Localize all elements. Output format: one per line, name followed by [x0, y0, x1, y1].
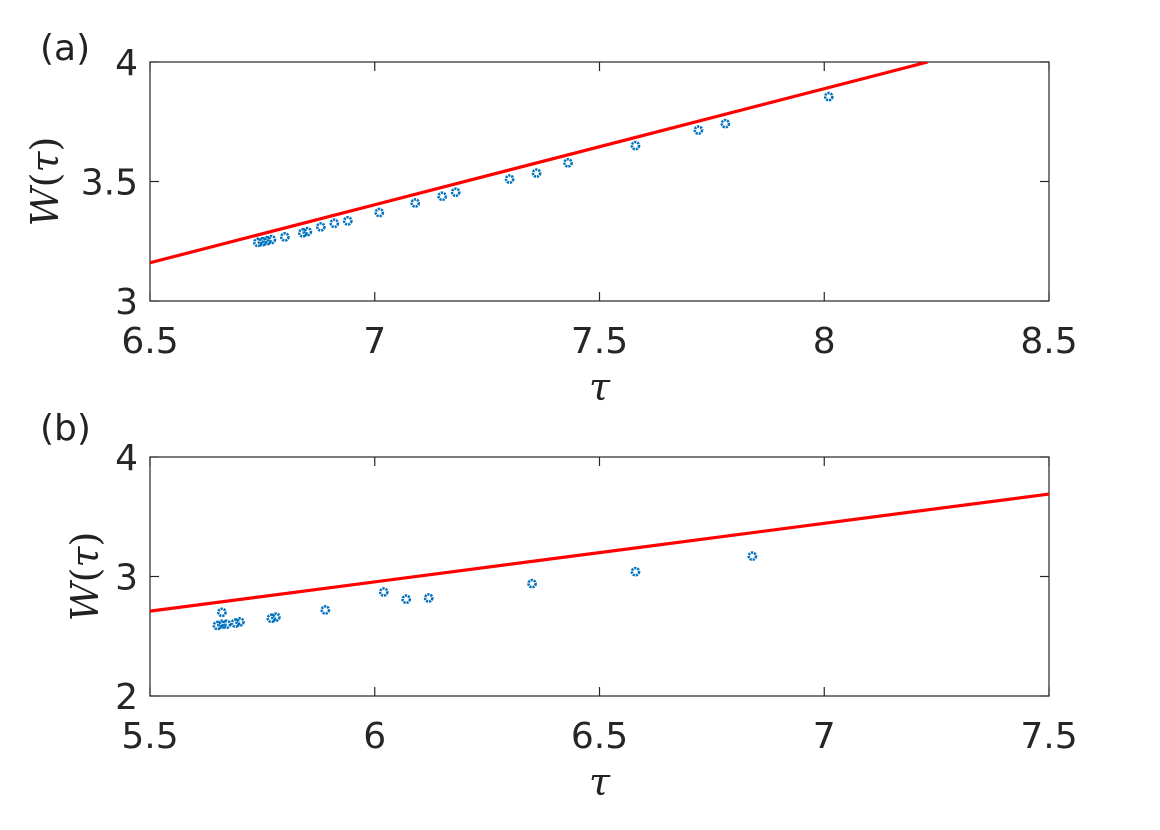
data-point — [410, 198, 421, 208]
data-point — [266, 234, 277, 245]
x-tick-label: 8 — [813, 321, 836, 362]
panel-label: (b) — [40, 408, 91, 449]
data-point — [230, 618, 241, 629]
data-point — [504, 174, 515, 185]
plot-area — [150, 62, 929, 265]
data-point — [342, 216, 353, 226]
data-point — [217, 619, 227, 630]
data-point — [531, 168, 542, 179]
data-point — [401, 594, 412, 605]
x-tick-label: 8.5 — [1020, 321, 1077, 362]
data-point — [261, 235, 272, 246]
x-axis-label: τ — [589, 365, 611, 409]
data-point — [320, 605, 331, 615]
panel-label: (a) — [40, 28, 90, 69]
data-point — [450, 187, 461, 198]
data-point — [221, 619, 232, 630]
data-point — [266, 613, 277, 624]
x-tick-label: 7 — [813, 716, 836, 757]
data-point — [563, 157, 573, 168]
data-point — [747, 551, 758, 562]
y-tick-label: 3.5 — [81, 163, 138, 204]
data-point — [270, 612, 281, 623]
y-tick-label: 3 — [115, 558, 138, 599]
axes-box — [149, 61, 1050, 302]
data-point — [217, 607, 227, 618]
panel-a: (a) 6.5 7 7.5 8 8.5 3 3.5 4 τ W(τ) — [23, 28, 1078, 409]
data-point — [234, 617, 245, 627]
data-point — [302, 226, 313, 237]
plot-area — [150, 492, 1049, 631]
x-axis-label: τ — [589, 760, 611, 804]
data-point — [279, 232, 290, 242]
data-point — [823, 91, 834, 102]
data-point — [297, 227, 308, 238]
data-point — [252, 237, 263, 248]
x-tick-label: 6.5 — [571, 716, 628, 757]
data-point — [315, 222, 326, 232]
data-point — [378, 587, 389, 597]
x-tick-label: 6 — [363, 716, 386, 757]
data-point — [437, 191, 448, 202]
fit-line — [150, 62, 929, 265]
data-point — [630, 566, 641, 577]
data-point — [630, 140, 641, 151]
panel-b: (b) 5.5 6 6.5 7 7.5 2 3 4 τ W(τ) — [40, 408, 1078, 804]
y-tick-label: 4 — [115, 438, 138, 479]
data-point — [329, 218, 340, 229]
x-tick-label: 7.5 — [571, 321, 628, 362]
data-point — [423, 593, 434, 603]
data-point — [720, 118, 731, 129]
y-tick-label: 3 — [115, 282, 138, 323]
x-tick-label: 7 — [363, 321, 386, 362]
data-point — [257, 236, 268, 247]
data-point — [374, 207, 385, 218]
x-tick-label: 5.5 — [121, 716, 178, 757]
x-tick-label: 6.5 — [121, 321, 178, 362]
data-point — [527, 578, 537, 589]
y-tick-label: 2 — [115, 677, 138, 718]
data-point — [693, 125, 704, 136]
y-axis-label: W(τ) — [23, 137, 67, 227]
axes-box — [149, 456, 1050, 697]
x-tick-label: 7.5 — [1020, 716, 1077, 757]
fit-line — [150, 492, 1049, 613]
y-axis-label: W(τ) — [63, 532, 107, 622]
data-point — [212, 620, 223, 631]
y-tick-label: 4 — [115, 43, 138, 84]
